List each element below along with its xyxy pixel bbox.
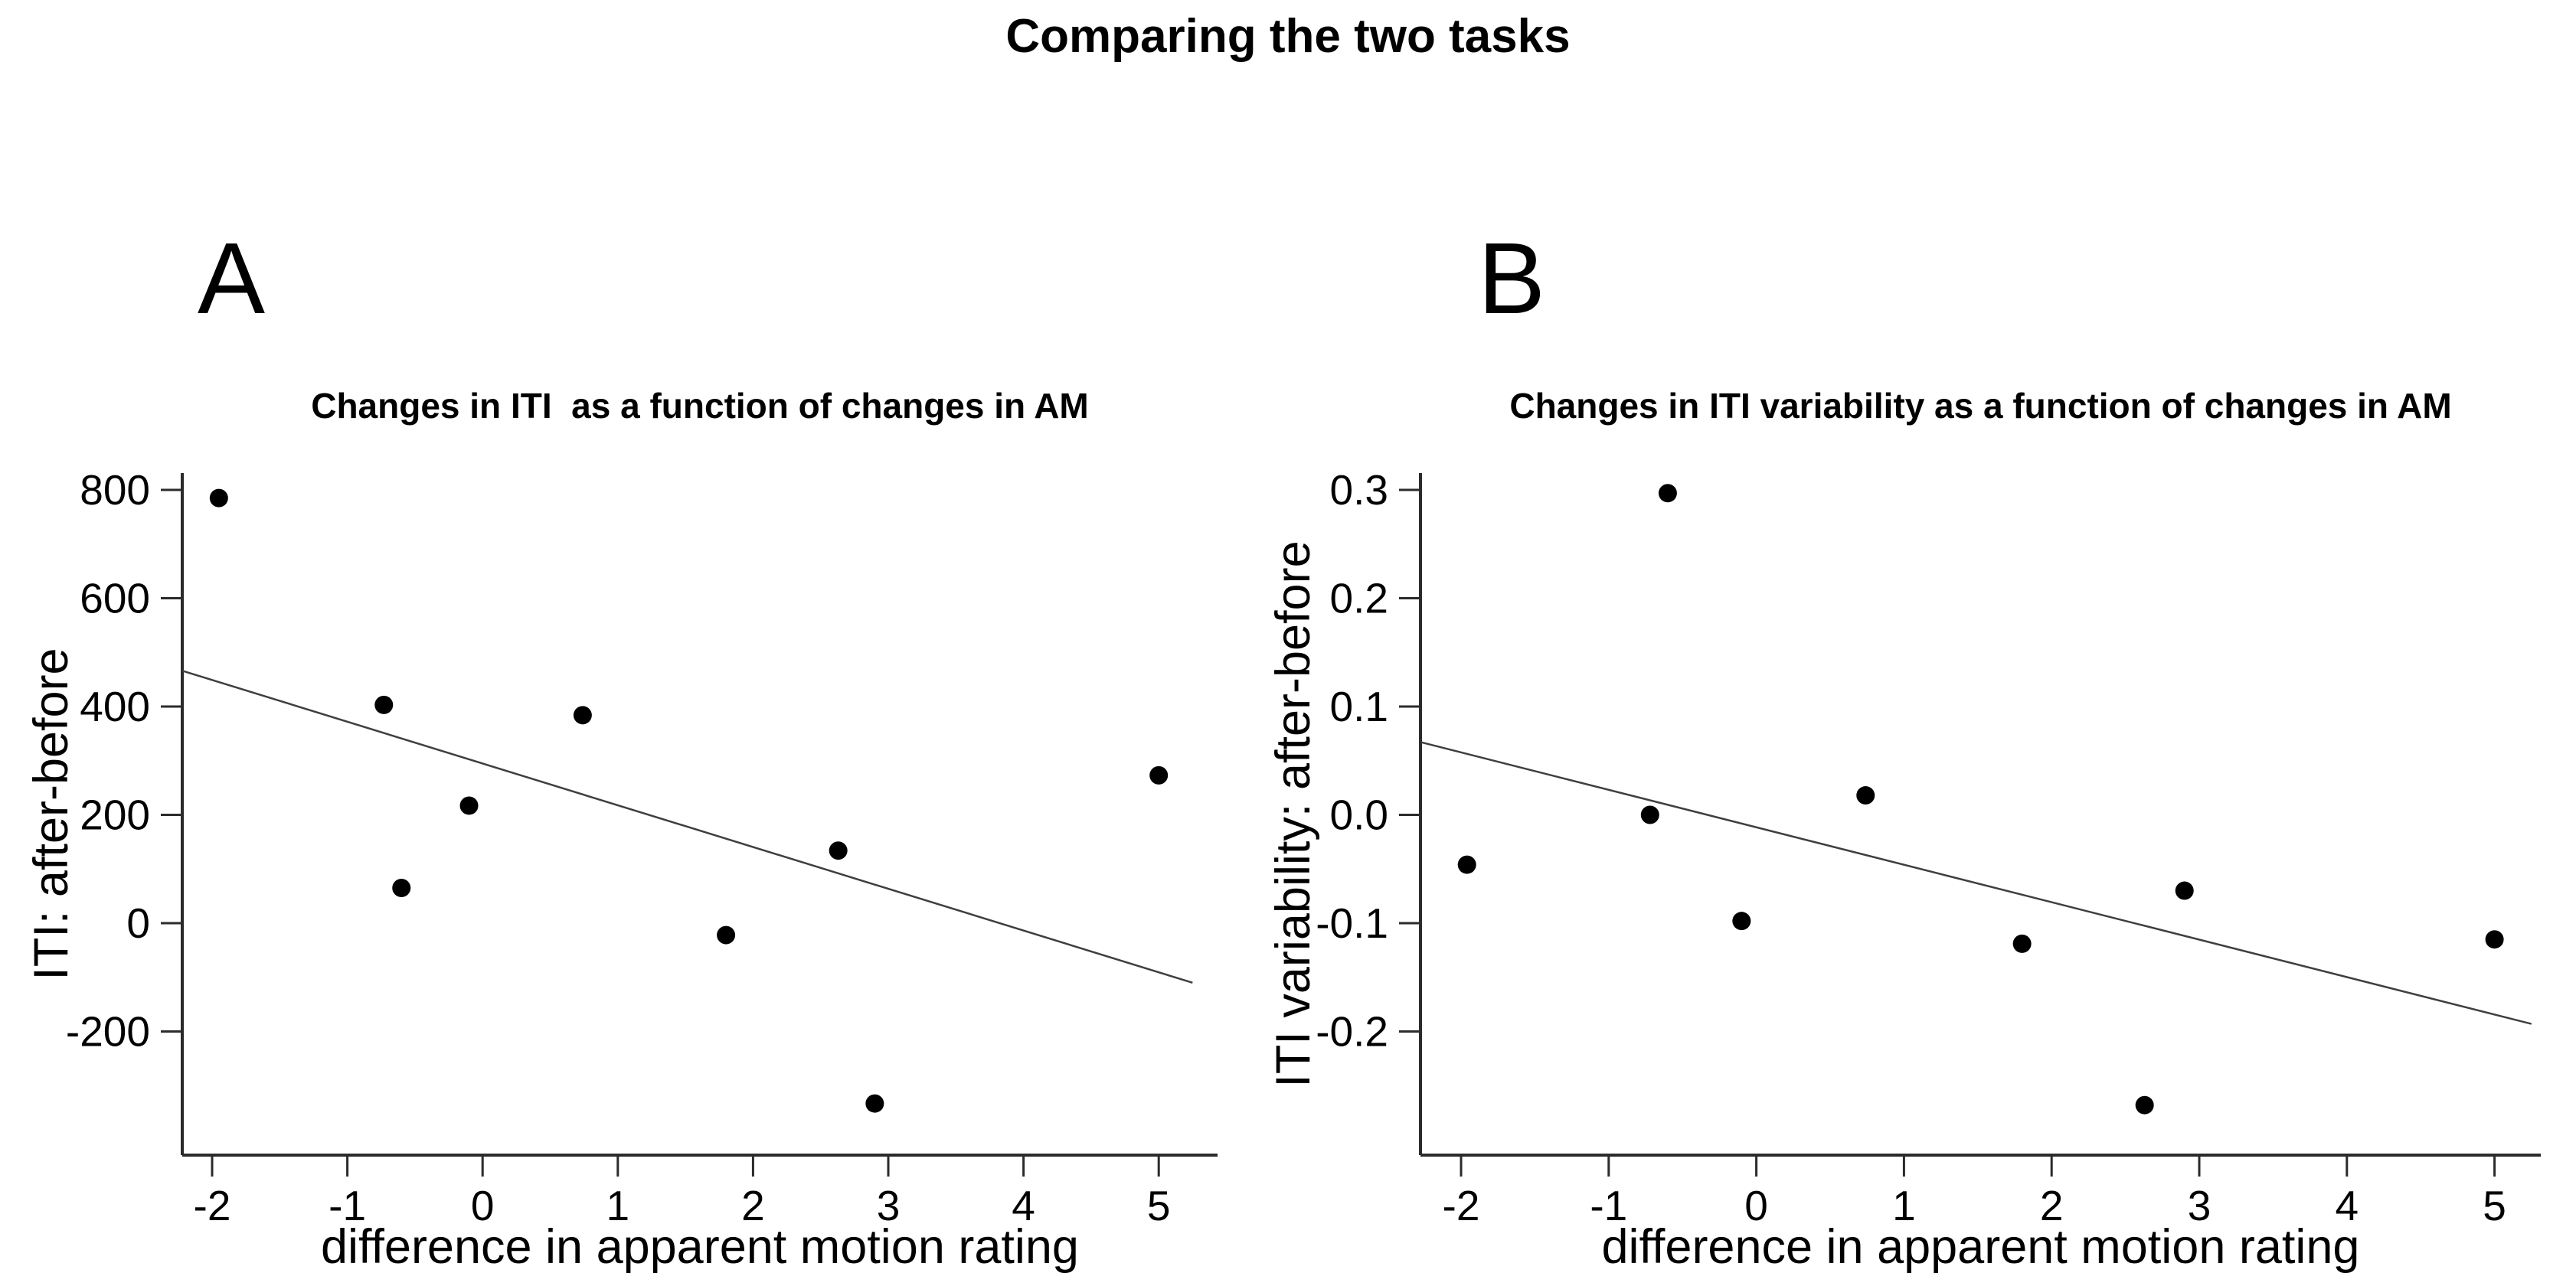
y-tick-label: 0.1 xyxy=(1330,683,1388,730)
data-point xyxy=(2012,934,2032,953)
y-axis-title: ITI: after-before xyxy=(25,648,78,980)
data-point xyxy=(1640,805,1659,824)
data-point xyxy=(2175,881,2194,900)
data-point xyxy=(2485,930,2504,949)
y-tick-label: -200 xyxy=(66,1008,150,1056)
data-point xyxy=(1457,855,1476,874)
x-tick-label: 4 xyxy=(1012,1182,1035,1229)
x-tick-label: 4 xyxy=(2336,1182,2359,1229)
x-tick-label: 5 xyxy=(2483,1182,2506,1229)
x-tick-label: -2 xyxy=(194,1182,231,1229)
data-point xyxy=(865,1094,884,1113)
data-point xyxy=(573,706,592,725)
data-point xyxy=(1856,786,1875,805)
panel-title-b: Changes in ITI variability as a function… xyxy=(1509,386,2452,426)
data-point xyxy=(392,879,411,898)
data-point xyxy=(1732,912,1751,931)
x-tick-label: 1 xyxy=(1892,1182,1916,1229)
x-tick-label: 0 xyxy=(471,1182,495,1229)
panel-title-a: Changes in ITI as a function of changes … xyxy=(311,386,1089,426)
y-tick-label: -0.2 xyxy=(1316,1008,1388,1056)
y-tick-label: 0 xyxy=(126,899,150,947)
x-tick-label: 2 xyxy=(741,1182,765,1229)
y-tick-label: 800 xyxy=(80,466,150,514)
figure-title: Comparing the two tasks xyxy=(1005,10,1571,63)
x-tick-label: 0 xyxy=(1744,1182,1768,1229)
data-point xyxy=(459,796,479,815)
x-tick-label: 1 xyxy=(606,1182,630,1229)
y-tick-label: 200 xyxy=(80,792,150,839)
y-tick-label: 600 xyxy=(80,575,150,622)
x-axis-title-b: difference in apparent motion rating xyxy=(1601,1220,2360,1274)
y-tick-label: 400 xyxy=(80,683,150,730)
panel-label-b: B xyxy=(1478,222,1546,335)
x-tick-label: 3 xyxy=(2188,1182,2212,1229)
panel-label-a: A xyxy=(198,222,266,335)
y-tick-label: 0.0 xyxy=(1330,792,1388,839)
data-point xyxy=(374,695,394,714)
x-tick-label: 2 xyxy=(2040,1182,2064,1229)
fit-line xyxy=(1420,741,2532,1025)
y-tick-label: 0.2 xyxy=(1330,575,1388,622)
x-tick-label: -1 xyxy=(1590,1182,1627,1229)
data-point xyxy=(1658,484,1677,503)
x-tick-label: 3 xyxy=(877,1182,901,1229)
y-axis-title: ITI variability: after-before xyxy=(1267,540,1320,1087)
data-point xyxy=(829,841,848,860)
data-point xyxy=(2135,1095,2154,1115)
fit-line xyxy=(181,670,1193,984)
x-tick-label: 5 xyxy=(1147,1182,1171,1229)
x-tick-label: -2 xyxy=(1443,1182,1480,1229)
x-tick-label: -1 xyxy=(329,1182,366,1229)
data-point xyxy=(209,488,228,508)
data-point xyxy=(1149,765,1169,785)
data-point xyxy=(717,925,736,945)
y-tick-label: 0.3 xyxy=(1330,466,1388,514)
x-axis-title-a: difference in apparent motion rating xyxy=(321,1220,1079,1274)
y-tick-label: -0.1 xyxy=(1316,899,1388,947)
